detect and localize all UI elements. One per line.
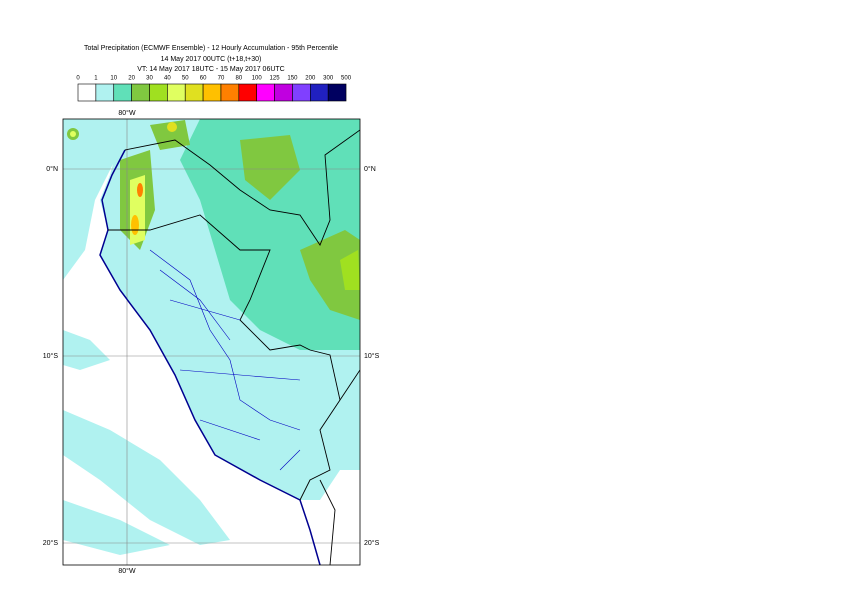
map: 80°W 80°W 0°N 0°N 10°S 10°S 20°S 20°S	[43, 109, 380, 575]
legend-swatch	[220, 83, 240, 102]
legend-swatch	[202, 83, 222, 102]
legend-label: 200	[305, 76, 316, 82]
legend-swatch	[256, 83, 275, 102]
legend-swatch	[167, 83, 186, 102]
lat-label: 20°S	[364, 539, 380, 547]
legend-swatch	[292, 83, 311, 102]
legend-label: 100	[252, 76, 263, 82]
legend-label: 0	[76, 76, 80, 82]
legend: 0 1 10 20 30 40 50 60 70 80 100 125 150 200 300 500	[76, 76, 352, 102]
legend-swatch	[149, 83, 168, 102]
legend-label: 500	[341, 76, 352, 82]
legend-label: 20	[128, 76, 135, 82]
legend-label: 40	[164, 76, 171, 82]
legend-label: 1	[94, 76, 98, 82]
legend-label: 70	[218, 76, 225, 82]
legend-swatch	[310, 83, 329, 102]
legend-label: 125	[270, 76, 281, 82]
legend-swatch	[238, 83, 258, 102]
lat-label: 10°S	[364, 352, 380, 360]
legend-swatch	[184, 83, 204, 102]
legend-label: 60	[200, 76, 207, 82]
lon-label: 80°W	[118, 567, 136, 575]
lat-label: 0°N	[46, 165, 58, 173]
legend-swatch	[274, 83, 293, 102]
title-line: Total Precipitation (ECMWF Ensemble) - 1…	[84, 45, 338, 52]
legend-label: 30	[146, 76, 153, 82]
lat-label: 10°S	[43, 352, 59, 360]
legend-swatch	[327, 83, 347, 102]
lon-label: 80°W	[118, 109, 136, 117]
legend-label: 10	[110, 76, 117, 82]
legend-label: 80	[235, 76, 242, 82]
legend-label: 50	[182, 76, 189, 82]
legend-label: 300	[323, 76, 334, 82]
lat-label: 20°S	[43, 539, 59, 547]
title-line: 14 May 2017 00UTC (t+18,t+30)	[161, 56, 262, 63]
title-line: VT: 14 May 2017 18UTC - 15 May 2017 06UT…	[137, 66, 284, 73]
legend-swatch	[113, 83, 132, 102]
lat-label: 0°N	[364, 165, 376, 173]
legend-swatch	[95, 83, 115, 102]
legend-label: 150	[287, 76, 298, 82]
legend-swatch	[77, 83, 97, 102]
legend-swatch	[131, 83, 150, 102]
